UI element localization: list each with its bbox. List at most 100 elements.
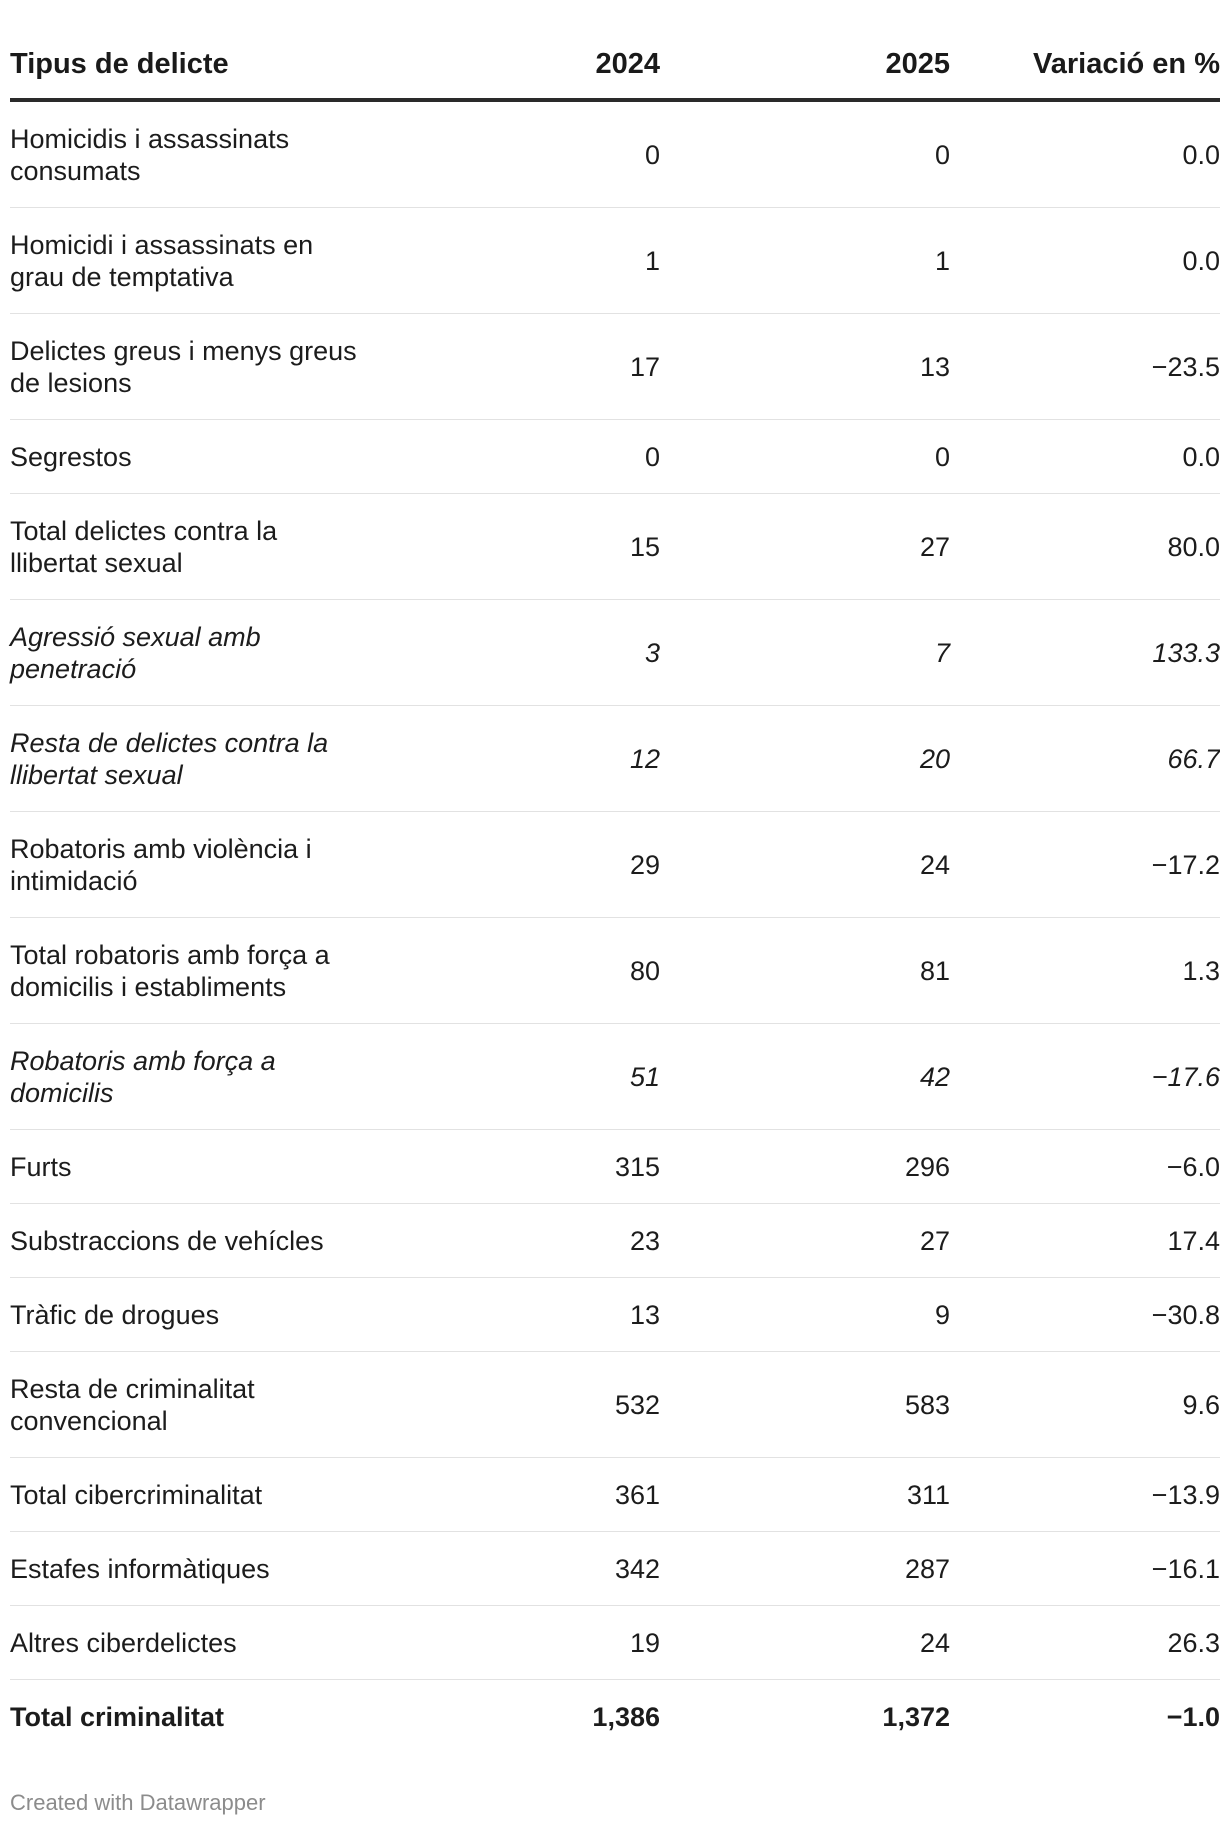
row-label: Total robatoris amb força a domicilis i … xyxy=(10,917,390,1024)
table-row: Altres ciberdelictes 19 24 26.3 xyxy=(10,1605,1220,1680)
table-row: Robatoris amb violència i intimidació 29 2… xyxy=(10,811,1220,918)
value-2024: 13 xyxy=(390,1277,660,1352)
value-2024: 80 xyxy=(390,917,660,1024)
table-row: Estafes informàtiques 342 287 −16.1 xyxy=(10,1531,1220,1606)
value-variation: 66.7 xyxy=(950,705,1220,812)
column-header-variation[interactable]: Variació en % xyxy=(950,30,1220,102)
value-2024: 532 xyxy=(390,1351,660,1458)
value-2025: 296 xyxy=(660,1129,950,1204)
table-row: Total delictes contra la llibertat sexua… xyxy=(10,493,1220,600)
value-2025: 0 xyxy=(660,419,950,494)
value-2024: 19 xyxy=(390,1605,660,1680)
value-2025: 27 xyxy=(660,1203,950,1278)
table-row: Total criminalitat 1,386 1,372 −1.0 xyxy=(10,1680,1220,1754)
row-label: Robatoris amb força a domicilis xyxy=(10,1023,390,1130)
value-2024: 17 xyxy=(390,313,660,420)
value-variation: 26.3 xyxy=(950,1605,1220,1680)
value-2025: 9 xyxy=(660,1277,950,1352)
value-2025: 20 xyxy=(660,705,950,812)
value-variation: −17.2 xyxy=(950,811,1220,918)
table-row: Resta de criminalitat convencional 532 583… xyxy=(10,1351,1220,1458)
row-label: Total delictes contra la llibertat sexua… xyxy=(10,493,390,600)
table-row: Robatoris amb força a domicilis 51 42 −17.6 xyxy=(10,1023,1220,1130)
value-variation: −17.6 xyxy=(950,1023,1220,1130)
value-2024: 342 xyxy=(390,1531,660,1606)
value-2025: 1 xyxy=(660,207,950,314)
value-2025: 583 xyxy=(660,1351,950,1458)
table-row: Agressió sexual amb penetració 3 7 133.3 xyxy=(10,599,1220,706)
row-label: Total criminalitat xyxy=(10,1701,225,1732)
value-2025: 0 xyxy=(660,100,950,208)
table-row: Total cibercriminalitat 361 311 −13.9 xyxy=(10,1457,1220,1532)
value-variation: 0.0 xyxy=(950,419,1220,494)
value-2025: 7 xyxy=(660,599,950,706)
column-header-2025[interactable]: 2025 xyxy=(660,30,950,102)
table-header: Tipus de delicte 2024 2025 Variació en % xyxy=(10,30,1220,102)
crime-table: Tipus de delicte 2024 2025 Variació en %… xyxy=(10,30,1220,1753)
value-variation: −23.5 xyxy=(950,313,1220,420)
value-variation: −13.9 xyxy=(950,1457,1220,1532)
row-label: Estafes informàtiques xyxy=(10,1531,390,1606)
header-row: Tipus de delicte 2024 2025 Variació en % xyxy=(10,30,1220,102)
value-2024: 0 xyxy=(390,100,660,208)
value-2025: 27 xyxy=(660,493,950,600)
value-2025: 13 xyxy=(660,313,950,420)
table-row: Furts 315 296 −6.0 xyxy=(10,1129,1220,1204)
table-row: Homicidis i assassinats consumats 0 0 0.0 xyxy=(10,100,1220,208)
value-variation: −6.0 xyxy=(950,1129,1220,1204)
table-row: Segrestos 0 0 0.0 xyxy=(10,419,1220,494)
value-variation: −16.1 xyxy=(950,1531,1220,1606)
value-2024: 1,386 xyxy=(592,1701,660,1732)
row-label: Homicidis i assassinats consumats xyxy=(10,100,390,208)
column-header-crime-type[interactable]: Tipus de delicte xyxy=(10,30,390,102)
value-2024: 23 xyxy=(390,1203,660,1278)
row-label: Delictes greus i menys greus de lesions xyxy=(10,313,390,420)
value-variation: −30.8 xyxy=(950,1277,1220,1352)
row-label: Altres ciberdelictes xyxy=(10,1605,390,1680)
table-row: Total robatoris amb força a domicilis i … xyxy=(10,917,1220,1024)
value-2025: 1,372 xyxy=(882,1701,950,1732)
row-label: Segrestos xyxy=(10,419,390,494)
table-row: Tràfic de drogues 13 9 −30.8 xyxy=(10,1277,1220,1352)
row-label: Robatoris amb violència i intimidació xyxy=(10,811,390,918)
table-row: Delictes greus i menys greus de lesions 1… xyxy=(10,313,1220,420)
value-variation: 9.6 xyxy=(950,1351,1220,1458)
value-2025: 287 xyxy=(660,1531,950,1606)
value-variation: 133.3 xyxy=(950,599,1220,706)
table-row: Resta de delictes contra la llibertat se… xyxy=(10,705,1220,812)
value-2025: 42 xyxy=(660,1023,950,1130)
value-variation: 0.0 xyxy=(950,207,1220,314)
value-2024: 15 xyxy=(390,493,660,600)
value-2024: 3 xyxy=(390,599,660,706)
row-label: Tràfic de drogues xyxy=(10,1277,390,1352)
row-label: Total cibercriminalitat xyxy=(10,1457,390,1532)
row-label: Homicidi i assassinats en grau de tempta… xyxy=(10,207,390,314)
value-variation: 17.4 xyxy=(950,1203,1220,1278)
table-body: Homicidis i assassinats consumats 0 0 0.0 Ho… xyxy=(10,100,1220,1753)
value-variation: 1.3 xyxy=(950,917,1220,1024)
row-label: Furts xyxy=(10,1129,390,1204)
value-2024: 29 xyxy=(390,811,660,918)
row-label: Resta de delictes contra la llibertat se… xyxy=(10,705,390,812)
value-2024: 315 xyxy=(390,1129,660,1204)
table-row: Homicidi i assassinats en grau de tempta… xyxy=(10,207,1220,314)
datawrapper-credit[interactable]: Created with Datawrapper xyxy=(10,1790,266,1815)
value-2024: 1 xyxy=(390,207,660,314)
value-2024: 12 xyxy=(390,705,660,812)
value-2024: 51 xyxy=(390,1023,660,1130)
row-label: Substraccions de vehícles xyxy=(10,1203,390,1278)
column-header-2024[interactable]: 2024 xyxy=(390,30,660,102)
value-variation: 0.0 xyxy=(950,100,1220,208)
value-2024: 361 xyxy=(390,1457,660,1532)
value-2025: 81 xyxy=(660,917,950,1024)
value-variation: 80.0 xyxy=(950,493,1220,600)
value-2025: 24 xyxy=(660,1605,950,1680)
value-2025: 24 xyxy=(660,811,950,918)
value-2025: 311 xyxy=(660,1457,950,1532)
value-variation: −1.0 xyxy=(1166,1701,1220,1732)
table-row: Substraccions de vehícles 23 27 17.4 xyxy=(10,1203,1220,1278)
row-label: Agressió sexual amb penetració xyxy=(10,599,390,706)
row-label: Resta de criminalitat convencional xyxy=(10,1351,390,1458)
value-2024: 0 xyxy=(390,419,660,494)
